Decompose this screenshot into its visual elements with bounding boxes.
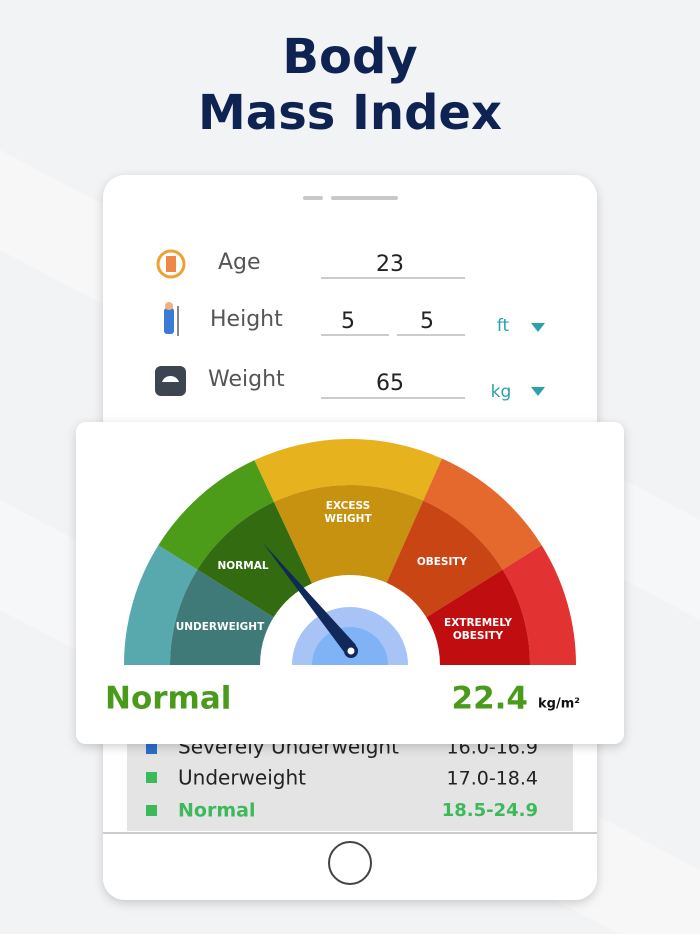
gauge-labels: UNDERWEIGHT NORMAL EXCESS WEIGHT OBESITY…	[176, 500, 513, 642]
gauge-segment	[426, 569, 530, 665]
gauge-segment	[170, 569, 274, 665]
dropdown-arrow[interactable]	[531, 387, 545, 396]
age-label: Age	[218, 250, 261, 275]
title-line: Body	[282, 29, 417, 85]
row-marker	[146, 743, 157, 754]
gauge-segment	[423, 458, 542, 570]
dropdown-arrow[interactable]	[531, 323, 545, 332]
result-category: Normal	[105, 681, 231, 717]
segment-label: EXTREMELY	[444, 617, 512, 629]
gauge-segment	[158, 460, 274, 570]
segment-label: EXCESS	[326, 500, 370, 512]
gauge-segment	[254, 439, 442, 502]
title-line: Mass Index	[198, 85, 502, 141]
gauge-segment	[386, 500, 503, 618]
row-range: 18.5-24.9	[442, 800, 538, 821]
row-marker	[146, 772, 157, 783]
row-range: 17.0-18.4	[447, 768, 538, 790]
weight-label: Weight	[208, 367, 285, 392]
weight-unit[interactable]: kg	[491, 382, 512, 402]
weight-value[interactable]: 65	[376, 371, 404, 396]
segment-label: OBESITY	[417, 556, 468, 568]
height-icon	[164, 302, 179, 336]
gauge-segment	[502, 545, 576, 665]
height-inches[interactable]: 5	[420, 309, 434, 334]
row-marker	[146, 805, 157, 816]
segment-label: NORMAL	[217, 560, 268, 572]
result-bmi: 22.4	[452, 681, 529, 717]
result-unit: kg/m²	[538, 697, 580, 712]
segment-label: OBESITY	[453, 630, 504, 642]
gauge	[124, 439, 576, 665]
home-button[interactable]	[328, 841, 372, 885]
height-feet[interactable]: 5	[341, 309, 355, 334]
height-label: Height	[210, 307, 283, 332]
segment-label: UNDERWEIGHT	[176, 621, 265, 633]
row-name: Underweight	[178, 766, 306, 790]
needle	[263, 543, 358, 658]
table-bg	[127, 735, 573, 831]
height-unit[interactable]: ft	[497, 316, 510, 336]
row-name: Normal	[178, 800, 255, 822]
gauge-segment	[197, 501, 312, 618]
gauge-segment	[124, 545, 198, 665]
weight-icon	[155, 366, 186, 396]
age-icon	[156, 249, 186, 279]
segment-label: WEIGHT	[324, 513, 372, 525]
gauge-segment	[273, 485, 424, 584]
age-value[interactable]: 23	[376, 252, 404, 277]
